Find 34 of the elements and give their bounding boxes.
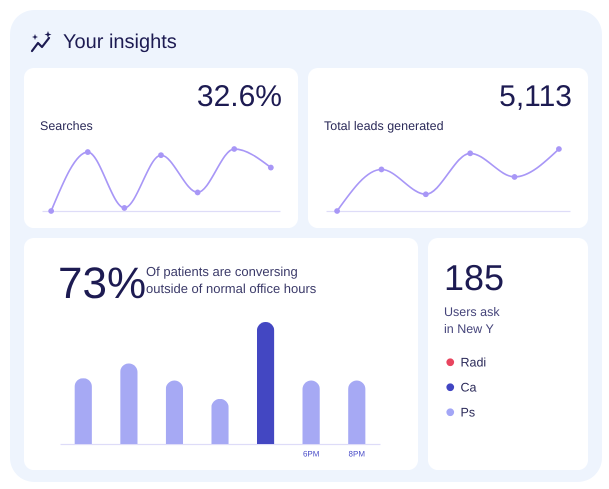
bar xyxy=(74,378,92,444)
bar xyxy=(211,398,229,444)
chart-title: 32.6% xyxy=(196,80,282,113)
point xyxy=(121,204,128,211)
point xyxy=(231,146,238,152)
text: 185 xyxy=(444,257,504,298)
bar xyxy=(348,380,366,444)
bar xyxy=(120,363,138,444)
bar xyxy=(302,380,320,444)
point xyxy=(194,189,201,196)
point xyxy=(422,191,429,198)
point xyxy=(556,146,562,152)
point xyxy=(158,152,164,158)
point xyxy=(84,149,91,156)
x-tick-label: 8PM xyxy=(348,450,366,458)
bar xyxy=(256,322,274,444)
category-label: Ca xyxy=(460,380,477,394)
point xyxy=(268,164,274,171)
chart-title: 73% xyxy=(58,259,146,308)
point xyxy=(48,208,54,214)
point xyxy=(378,166,384,172)
category-label: Ps xyxy=(460,405,476,420)
text: Your insights xyxy=(63,30,177,54)
text: Users ask in New Y xyxy=(444,304,500,338)
point xyxy=(334,208,340,214)
chart-subtitle: Searches xyxy=(40,119,93,134)
category-label: Radi xyxy=(460,355,486,370)
point xyxy=(512,174,518,180)
chart-subtitle: Total leads generated xyxy=(324,119,444,134)
chart-title: 5,113 xyxy=(499,80,572,113)
bar xyxy=(166,380,184,444)
point xyxy=(467,150,474,156)
x-tick-label: 6PM xyxy=(302,450,320,458)
chart-subtitle: Of patients are conversing outside of normal office hours xyxy=(146,264,318,298)
